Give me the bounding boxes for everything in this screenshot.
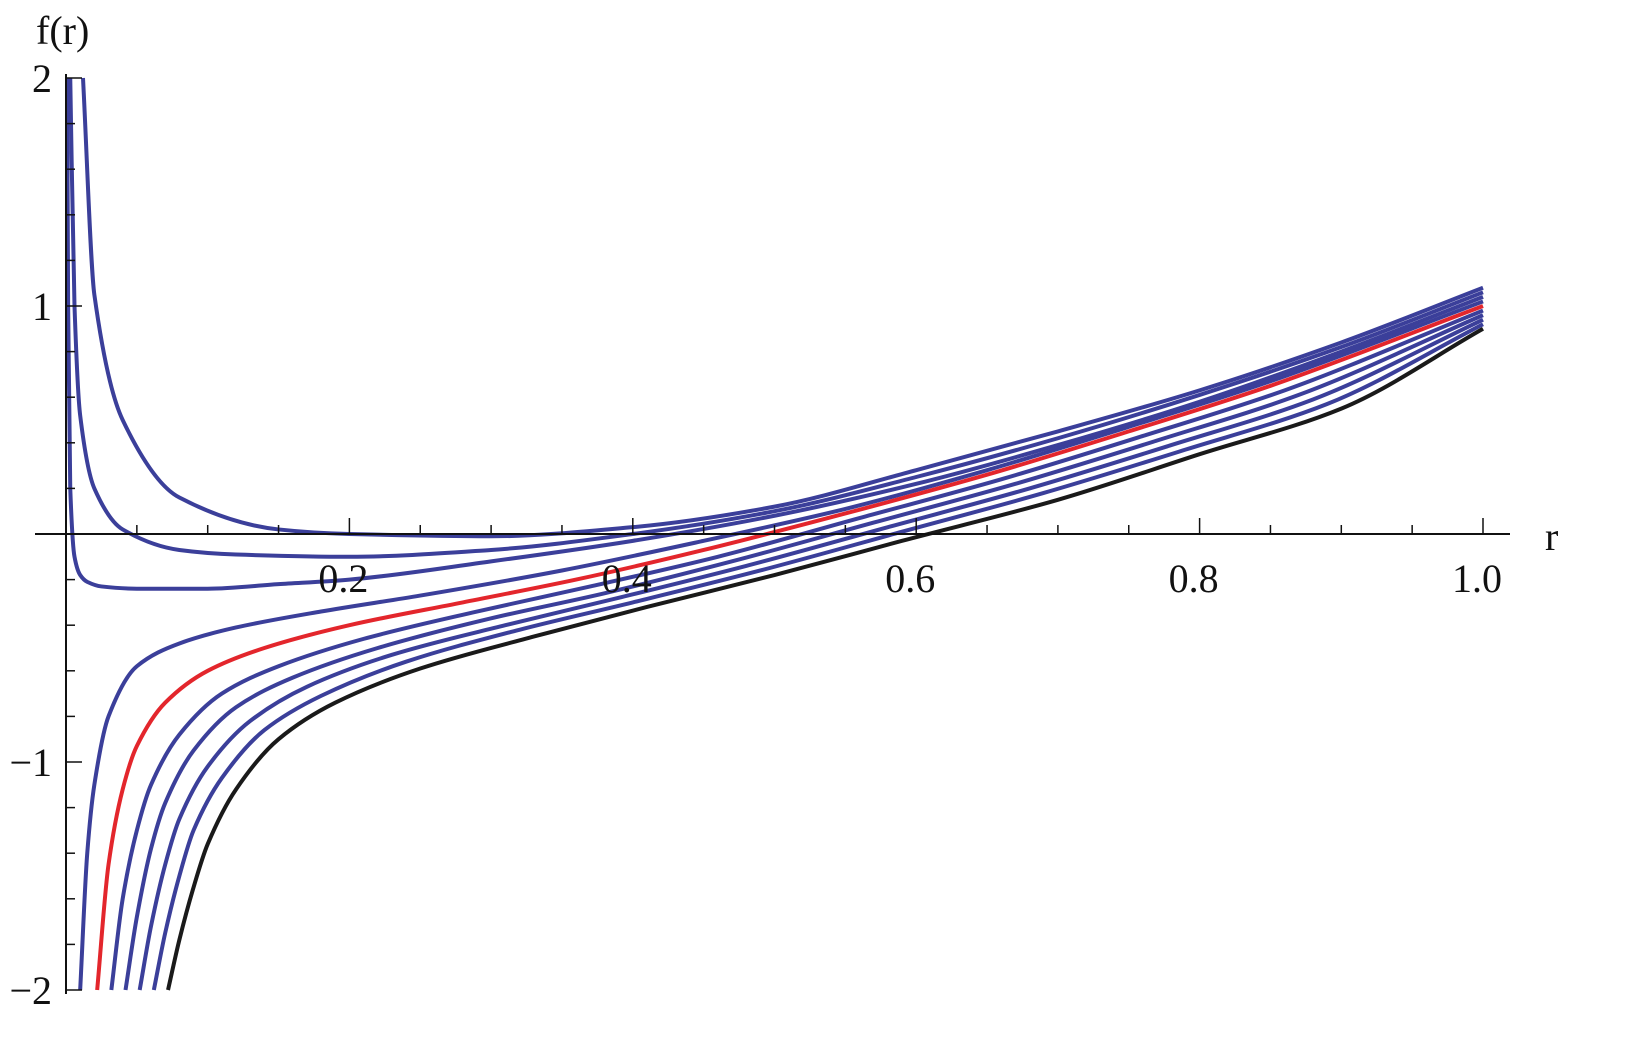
series-line-8 — [137, 317, 1484, 991]
series-line-1 — [81, 77, 1484, 539]
y-tick-label: 1 — [32, 284, 52, 329]
axes: 0.2 0.4 0.6 0.8 1.0 2 1 −1 −2 — [9, 56, 1510, 1013]
y-axis-label: f(r) — [36, 8, 89, 53]
series-line-4 — [78, 299, 1484, 991]
y-tick-label: −2 — [9, 968, 52, 1013]
series-line-5 — [95, 304, 1484, 991]
x-tick-label: 0.6 — [885, 556, 935, 601]
y-ticks: 2 1 −1 −2 — [9, 56, 82, 1013]
y-tick-label: 2 — [32, 56, 52, 101]
series-line-10 — [166, 327, 1484, 991]
x-tick-label: 0.8 — [1169, 556, 1219, 601]
x-tick-label: 0.4 — [602, 556, 652, 601]
x-axis-label: r — [1545, 514, 1558, 559]
x-ticks: 0.2 0.4 0.6 0.8 1.0 — [136, 518, 1502, 601]
series-line-6 — [109, 308, 1484, 991]
series-line-9 — [151, 322, 1484, 991]
series-line-2 — [68, 77, 1484, 559]
y-tick-label: −1 — [9, 740, 52, 785]
x-tick-label: 0.2 — [318, 556, 368, 601]
series-lines — [65, 77, 1484, 991]
series-line-3 — [65, 77, 1484, 591]
series-line-7 — [123, 313, 1484, 991]
x-tick-label: 1.0 — [1452, 556, 1502, 601]
